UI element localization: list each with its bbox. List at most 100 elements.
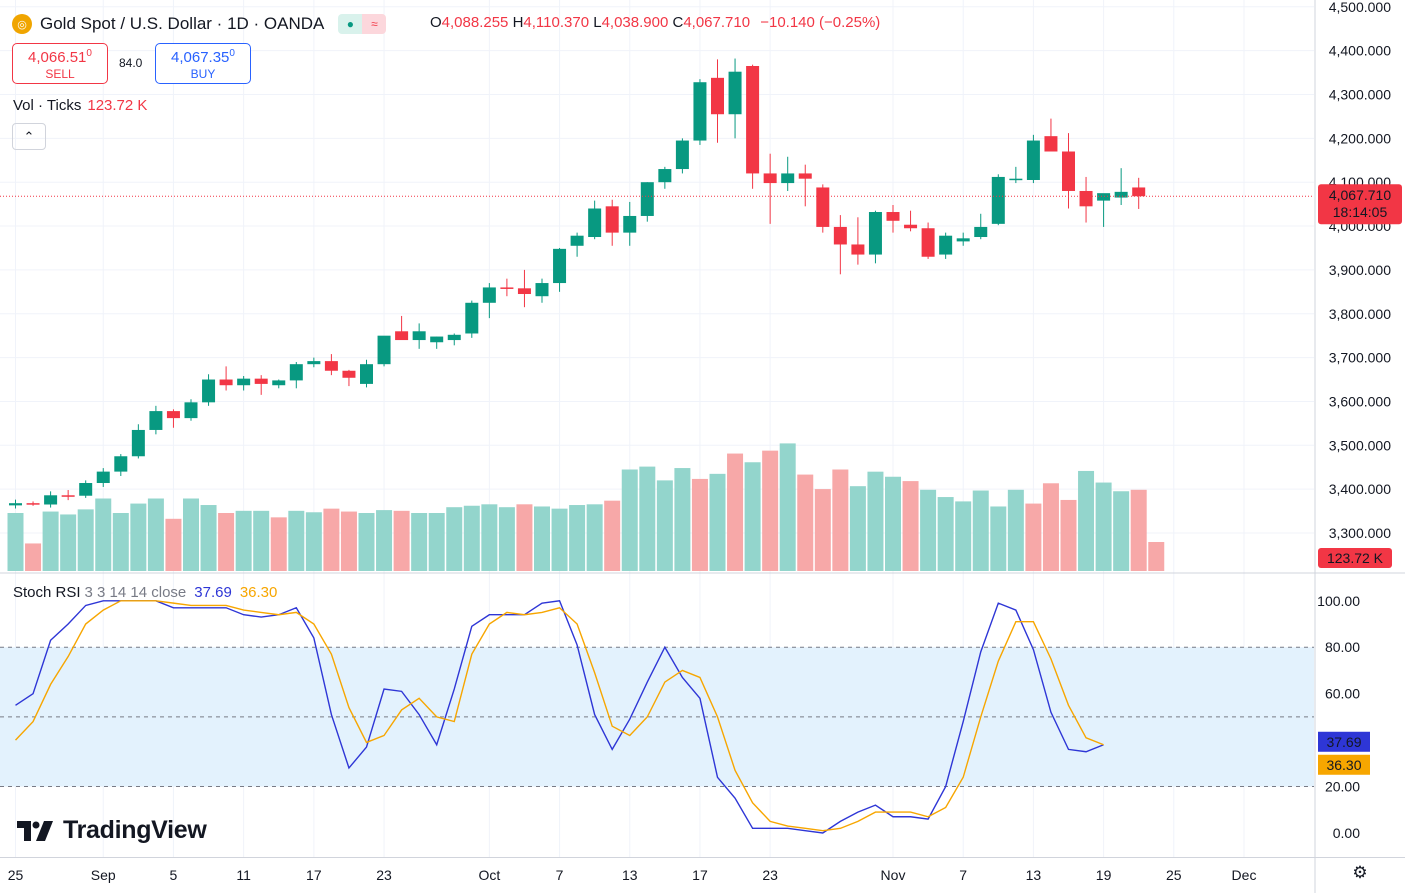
candle-body[interactable] <box>44 495 58 505</box>
volume-bar <box>586 504 603 571</box>
status-badges[interactable]: ● ≈ <box>338 14 387 34</box>
candle-body[interactable] <box>219 379 233 386</box>
candle-body[interactable] <box>816 187 830 227</box>
candle-body[interactable] <box>886 212 900 221</box>
candle-body[interactable] <box>833 226 847 245</box>
time-tick-label: 17 <box>692 867 708 883</box>
candle-body[interactable] <box>781 173 795 184</box>
candle-body[interactable] <box>61 495 75 497</box>
time-axis[interactable]: 25 Sep 5 11 17 23 Oct 7 13 17 23 Nov 7 13 19 25 Dec <box>8 867 1257 883</box>
candle-body[interactable] <box>991 176 1005 224</box>
candle-body[interactable] <box>728 71 742 115</box>
candle-body[interactable] <box>149 411 163 430</box>
buy-button[interactable]: 4,067.350 BUY <box>155 43 251 84</box>
candle-body[interactable] <box>1114 191 1128 198</box>
candle-body[interactable] <box>658 169 672 183</box>
candle-body[interactable] <box>1132 187 1146 197</box>
wave-icon[interactable]: ≈ <box>362 14 387 34</box>
price-tick-label: 3,600.000 <box>1329 393 1391 409</box>
volume-bar <box>814 489 831 571</box>
candle-body[interactable] <box>289 364 303 381</box>
sell-button[interactable]: 4,066.510 SELL <box>12 43 108 84</box>
candle-body[interactable] <box>465 302 479 334</box>
candle-body[interactable] <box>623 215 637 233</box>
candle-body[interactable] <box>360 364 373 384</box>
candle-body[interactable] <box>377 335 391 365</box>
stoch-rsi-legend[interactable]: Stoch RSI 3 3 14 14 close 37.69 36.30 <box>13 584 277 601</box>
settings-gear-icon[interactable]: ⚙ <box>1352 863 1368 882</box>
candle-body[interactable] <box>237 378 251 386</box>
candle-body[interactable] <box>763 173 777 184</box>
volume-bar <box>990 506 1007 571</box>
candle-body[interactable] <box>1026 140 1040 181</box>
volume-bar <box>849 486 866 571</box>
candle-body[interactable] <box>131 429 145 457</box>
collapse-legend-button[interactable]: ⌃ <box>12 123 46 150</box>
candle-body[interactable] <box>1079 190 1093 207</box>
price-tick-label: 3,400.000 <box>1329 481 1391 497</box>
candle-body[interactable] <box>956 238 970 242</box>
high-value: 4,110.370 <box>523 14 590 31</box>
candle-body[interactable] <box>9 503 22 506</box>
volume-legend[interactable]: Vol · Ticks 123.72 K <box>13 97 147 114</box>
candle-body[interactable] <box>570 235 584 246</box>
stoch-rsi-d-label-box <box>1318 754 1370 775</box>
candle-body[interactable] <box>904 224 918 229</box>
candle-body[interactable] <box>553 248 567 284</box>
candle-body[interactable] <box>482 287 496 303</box>
candle-body[interactable] <box>500 287 514 289</box>
candle-body[interactable] <box>395 331 409 341</box>
candle-body[interactable] <box>272 380 286 386</box>
candle-body[interactable] <box>342 370 356 378</box>
candle-body[interactable] <box>324 361 338 371</box>
time-tick-label: Oct <box>478 867 500 883</box>
candle-body[interactable] <box>921 228 935 257</box>
symbol-header[interactable]: ◎ Gold Spot / U.S. Dollar · 1D · OANDA ●… <box>12 13 387 35</box>
change-value: −10.140 (−0.25%) <box>760 14 881 31</box>
candle-body[interactable] <box>1009 178 1023 181</box>
candle-body[interactable] <box>202 379 216 403</box>
candle-body[interactable] <box>79 483 93 496</box>
price-tick-label: 3,900.000 <box>1329 262 1391 278</box>
stoch-rsi-tick-label: 0.00 <box>1333 825 1360 841</box>
market-open-icon[interactable]: ● <box>338 14 363 34</box>
candle-body[interactable] <box>640 182 654 216</box>
stoch-rsi-k-line <box>15 600 1104 834</box>
candle-body[interactable] <box>1062 151 1075 191</box>
candle-body[interactable] <box>96 471 110 484</box>
candle-body[interactable] <box>447 334 461 341</box>
volume-bar <box>779 443 796 571</box>
volume-bar <box>569 505 586 571</box>
price-tick-label: 3,300.000 <box>1329 525 1391 541</box>
candle-body[interactable] <box>675 140 689 170</box>
candle-body[interactable] <box>711 77 724 115</box>
candle-body[interactable] <box>746 65 760 174</box>
candle-body[interactable] <box>254 378 268 384</box>
candle-body[interactable] <box>166 411 180 419</box>
candle-body[interactable] <box>1097 193 1111 201</box>
price-tick-label: 3,700.000 <box>1329 350 1391 366</box>
candle-body[interactable] <box>430 336 444 343</box>
candle-body[interactable] <box>851 244 865 255</box>
candle-body[interactable] <box>974 226 988 238</box>
candle-body[interactable] <box>868 212 882 255</box>
candle-body[interactable] <box>605 206 619 233</box>
volume-bar <box>95 498 112 571</box>
candle-body[interactable] <box>517 288 531 295</box>
candle-body[interactable] <box>588 208 602 238</box>
tradingview-logo[interactable]: TradingView <box>17 816 207 845</box>
candle-body[interactable] <box>412 331 426 341</box>
candle-body[interactable] <box>1044 136 1058 152</box>
candle-body[interactable] <box>26 503 40 505</box>
candle-body[interactable] <box>693 82 707 141</box>
candle-body[interactable] <box>184 402 198 419</box>
candlesticks[interactable] <box>9 58 1146 509</box>
candle-body[interactable] <box>114 456 128 472</box>
candle-body[interactable] <box>535 283 549 297</box>
candle-body[interactable] <box>307 361 321 365</box>
stoch-rsi-axis[interactable]: 0.00 20.00 60.00 80.00 100.00 <box>1317 593 1360 841</box>
candle-body[interactable] <box>798 173 812 179</box>
candle-body[interactable] <box>939 235 953 255</box>
price-axis[interactable]: 3,300.000 3,400.000 3,500.000 3,600.000 3,70… <box>1329 0 1391 541</box>
